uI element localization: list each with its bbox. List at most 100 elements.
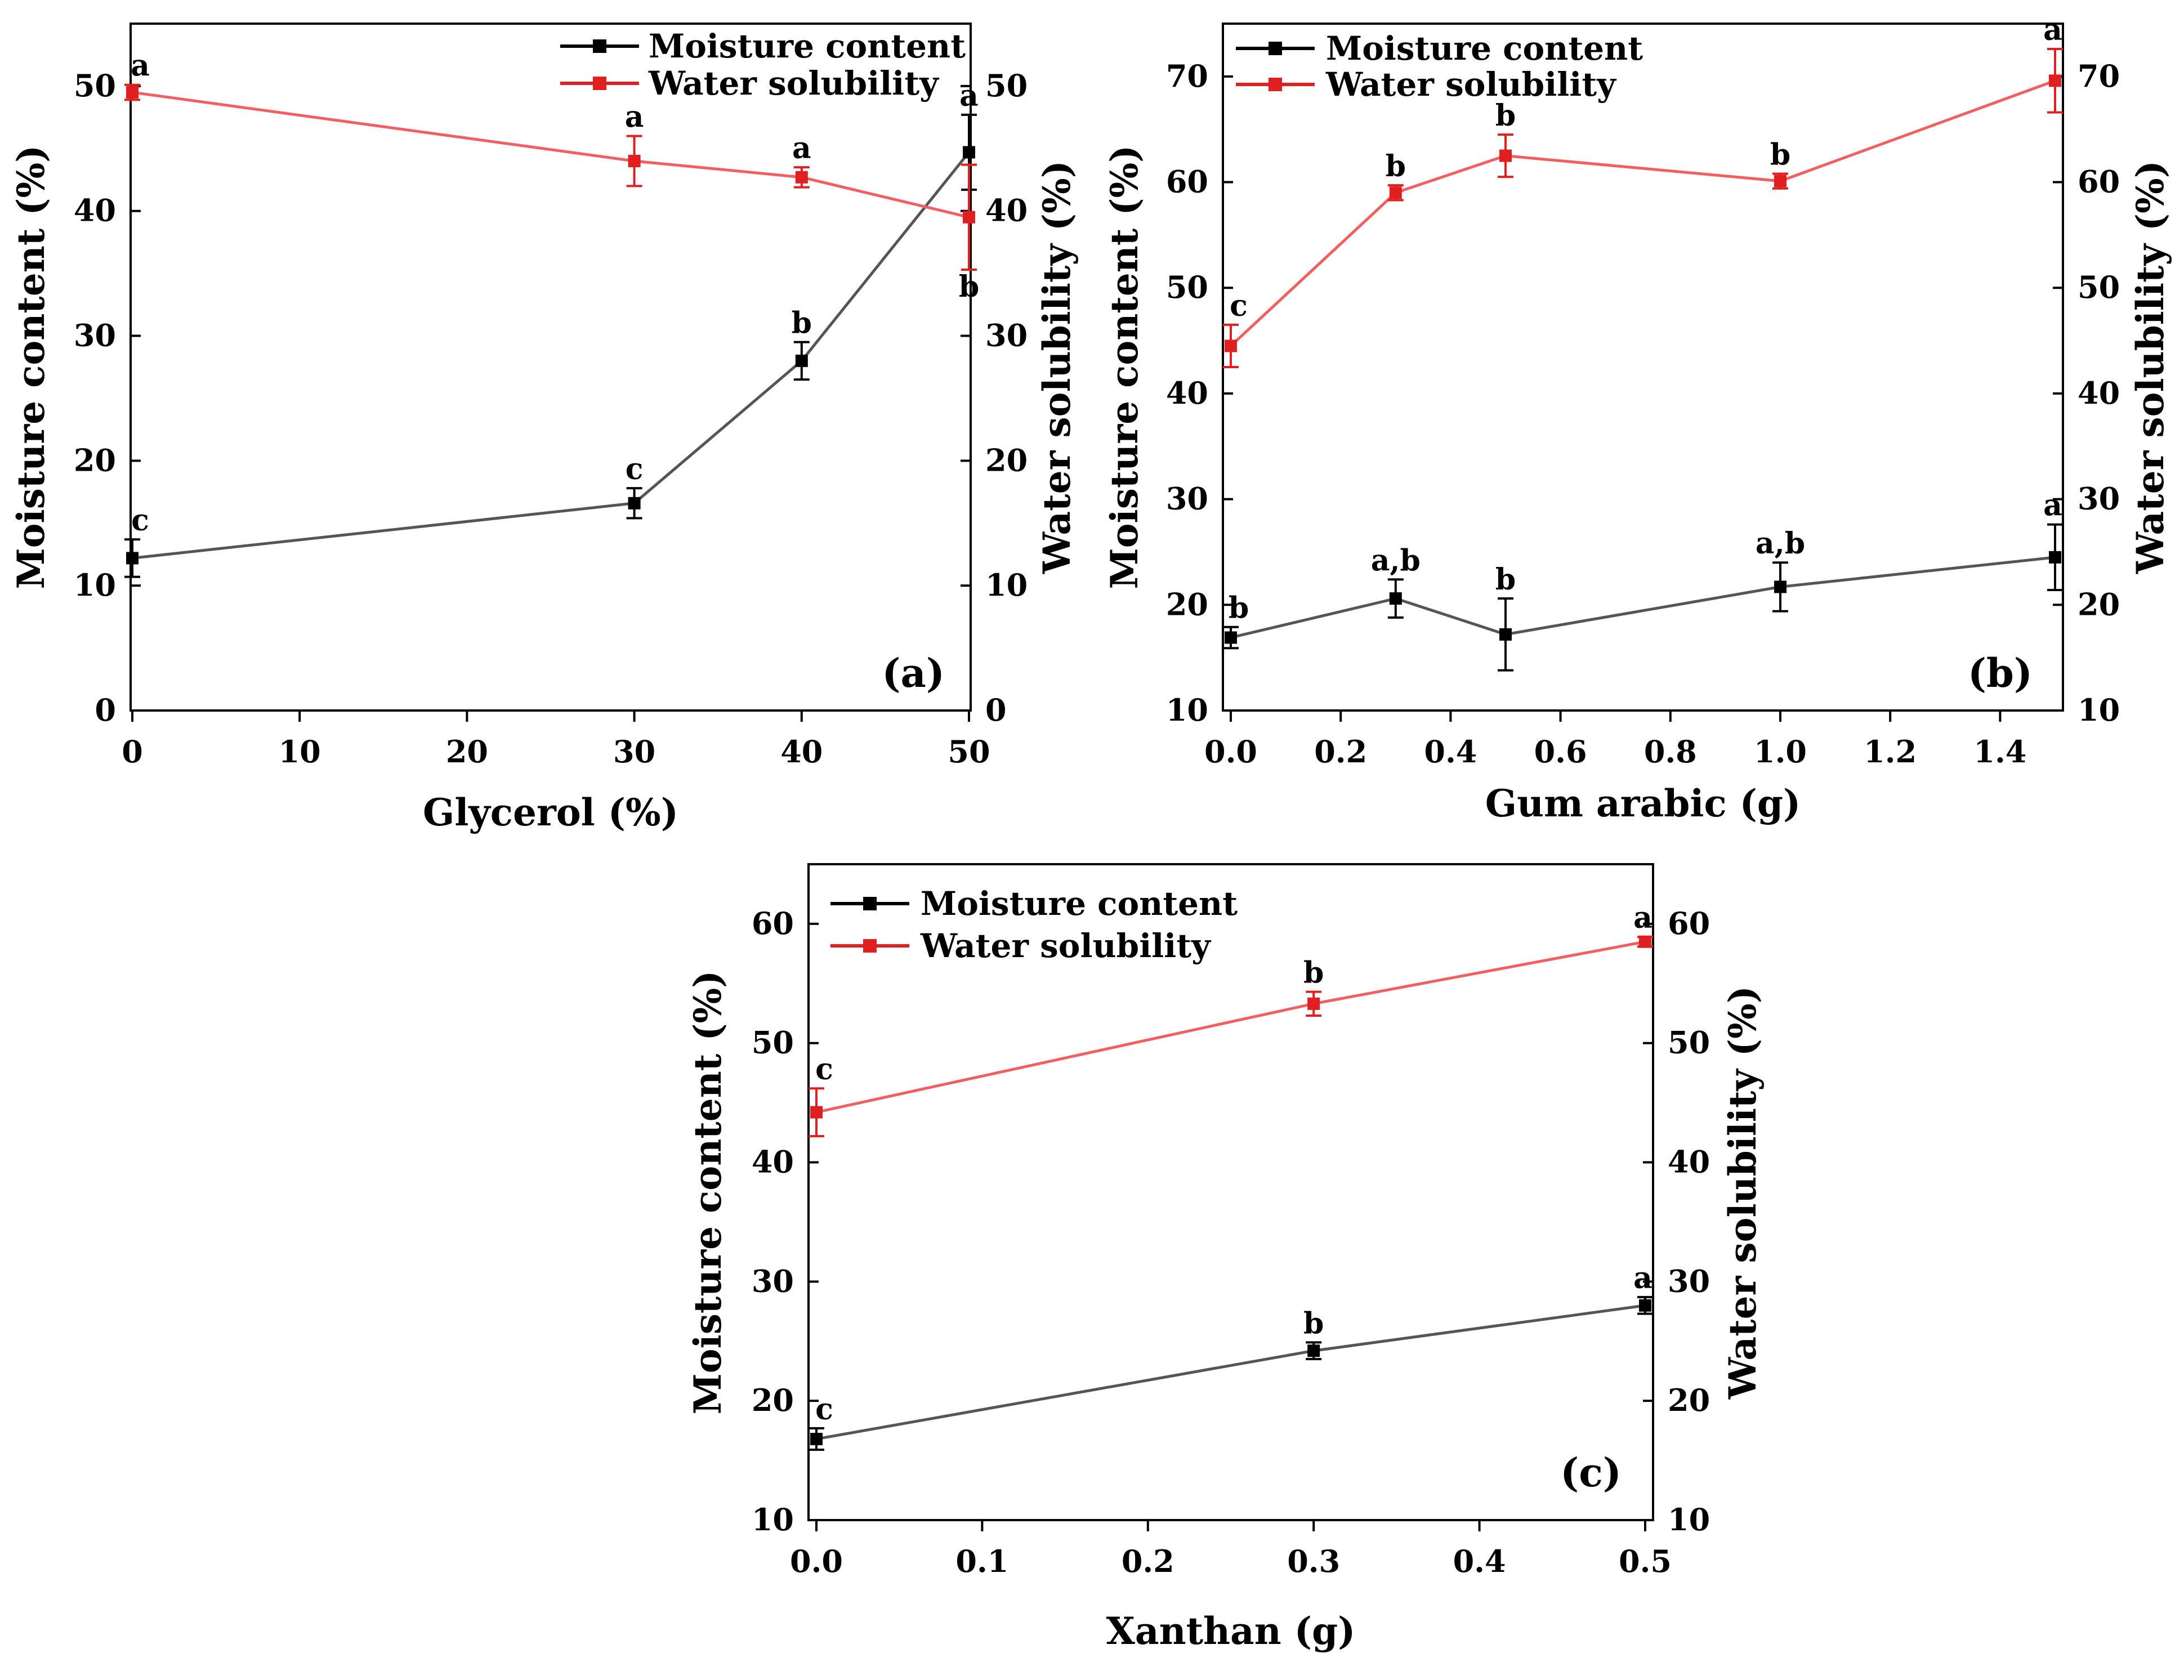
data-point-water-solubility xyxy=(810,1106,823,1119)
significance-letter: a,b xyxy=(1756,526,1805,561)
significance-letter: a xyxy=(131,49,150,83)
legend-marker-solubility xyxy=(593,77,606,90)
legend-label-moisture: Moisture content xyxy=(1326,29,1643,68)
significance-letter: b xyxy=(1303,956,1324,990)
y-axis-right: 0 10 20 30 40 50 xyxy=(961,68,1028,728)
data-point-moisture-content xyxy=(2049,551,2061,564)
data-point-moisture-content xyxy=(1225,631,1237,644)
y-right-tick-label: 50 xyxy=(985,68,1028,104)
data-point-water-solubility xyxy=(1639,935,1651,948)
legend-marker-moisture xyxy=(1269,42,1282,55)
y-left-tick-label: 60 xyxy=(752,905,794,941)
y-axis-left-title: Moisture content (%) xyxy=(686,971,730,1415)
data-point-moisture-content xyxy=(628,497,641,510)
series-line-moisture-content xyxy=(132,151,970,560)
data-point-water-solubility xyxy=(628,155,641,167)
data-point-water-solubility xyxy=(126,86,139,99)
y-left-tick-label: 50 xyxy=(74,68,116,104)
x-tick-label: 0.3 xyxy=(1287,1543,1340,1579)
x-tick-label: 30 xyxy=(613,734,655,770)
legend: Moisture content Water solubility xyxy=(560,27,966,102)
data-point-moisture-content xyxy=(963,146,975,159)
series-line-water-solubility xyxy=(816,940,1646,1114)
y-axis-left-title: Moisture content (%) xyxy=(9,145,53,589)
series-layer: c b a c b a xyxy=(809,901,1653,1451)
data-point-water-solubility xyxy=(1225,339,1237,352)
y-left-tick-label: 10 xyxy=(1166,692,1208,728)
data-point-moisture-content xyxy=(126,552,139,565)
x-tick-label: 0.1 xyxy=(955,1543,1008,1579)
legend-label-moisture: Moisture content xyxy=(921,884,1238,923)
x-tick-label: 0 xyxy=(122,734,143,770)
data-point-moisture-content xyxy=(795,354,808,367)
x-tick-label: 1.0 xyxy=(1754,734,1807,770)
significance-letter: a xyxy=(1633,901,1652,935)
series-layer: c c b a a a a b xyxy=(124,49,979,578)
data-point-water-solubility xyxy=(963,211,975,224)
y-left-tick-label: 20 xyxy=(752,1382,794,1418)
data-point-moisture-content xyxy=(1389,592,1402,605)
y-axis-right-title: Water solubility (%) xyxy=(2128,160,2172,574)
significance-letter: b xyxy=(792,306,812,341)
y-right-tick-label: 10 xyxy=(985,567,1028,603)
y-right-tick-label: 70 xyxy=(2078,58,2120,94)
significance-letter: a xyxy=(625,100,644,135)
x-tick-label: 0.2 xyxy=(1314,734,1367,770)
legend-label-solubility: Water solubility xyxy=(648,64,940,102)
plot-area-frame xyxy=(129,23,972,712)
x-tick-label: 0.0 xyxy=(1204,734,1257,770)
x-tick-label: 40 xyxy=(780,734,823,770)
legend: Moisture content Water solubility xyxy=(1236,29,1643,104)
y-axis-right: 10 20 30 40 50 60 70 xyxy=(2053,58,2120,728)
x-tick-label: 0.0 xyxy=(790,1543,843,1579)
significance-letter: c xyxy=(815,1052,833,1087)
x-axis-title: Gum arabic (g) xyxy=(1485,781,1801,825)
significance-letter: c xyxy=(626,452,644,486)
y-left-tick-label: 30 xyxy=(752,1263,794,1299)
y-left-tick-label: 10 xyxy=(752,1502,794,1538)
significance-letter: c xyxy=(131,503,149,538)
y-axis-right: 10 20 30 40 50 60 xyxy=(1643,905,1710,1538)
legend-label-solubility: Water solubility xyxy=(1325,65,1617,104)
significance-letter: a xyxy=(1633,1261,1652,1295)
x-tick-label: 0.2 xyxy=(1122,1543,1174,1579)
y-left-tick-label: 20 xyxy=(74,442,116,478)
chart-panel-a: 0 10 20 30 40 50 0 10 20 30 40 50 0 10 20 30 40 50 c c b a… xyxy=(9,23,1079,834)
x-tick-label: 20 xyxy=(446,734,488,770)
panel-label: (b) xyxy=(1968,650,2033,696)
x-tick-label: 50 xyxy=(948,734,990,770)
x-tick-label: 0.6 xyxy=(1534,734,1587,770)
data-point-moisture-content xyxy=(1639,1299,1651,1312)
y-right-tick-label: 20 xyxy=(1668,1382,1710,1418)
x-tick-label: 10 xyxy=(279,734,321,770)
y-axis-right-title: Water solubility (%) xyxy=(1721,986,1765,1400)
data-point-water-solubility xyxy=(2049,74,2061,87)
y-right-tick-label: 20 xyxy=(985,442,1028,478)
y-right-tick-label: 50 xyxy=(1668,1025,1710,1061)
y-left-tick-label: 10 xyxy=(74,567,116,603)
y-right-tick-label: 30 xyxy=(1668,1263,1710,1299)
y-axis-left: 10 20 30 40 50 60 xyxy=(752,905,819,1538)
legend-marker-moisture xyxy=(593,39,606,53)
data-point-water-solubility xyxy=(795,171,808,184)
significance-letter: b xyxy=(1229,591,1249,625)
y-left-tick-label: 40 xyxy=(74,193,116,229)
y-right-tick-label: 40 xyxy=(1668,1144,1710,1180)
y-right-tick-label: 60 xyxy=(1668,905,1710,941)
y-right-tick-label: 60 xyxy=(2078,164,2120,200)
x-tick-label: 1.4 xyxy=(1973,734,2026,770)
y-right-tick-label: 50 xyxy=(2078,269,2120,305)
legend-label-moisture: Moisture content xyxy=(649,27,966,65)
y-left-tick-label: 40 xyxy=(752,1144,794,1180)
y-left-tick-label: 50 xyxy=(752,1025,794,1061)
y-left-tick-label: 20 xyxy=(1166,586,1208,622)
x-tick-label: 1.2 xyxy=(1864,734,1917,770)
significance-letter: a xyxy=(2043,13,2062,47)
data-point-moisture-content xyxy=(1499,628,1512,641)
x-axis-title: Glycerol (%) xyxy=(423,790,678,834)
plot-area-frame xyxy=(807,863,1654,1521)
data-point-moisture-content xyxy=(1774,580,1786,593)
significance-letter: b xyxy=(1495,562,1516,597)
